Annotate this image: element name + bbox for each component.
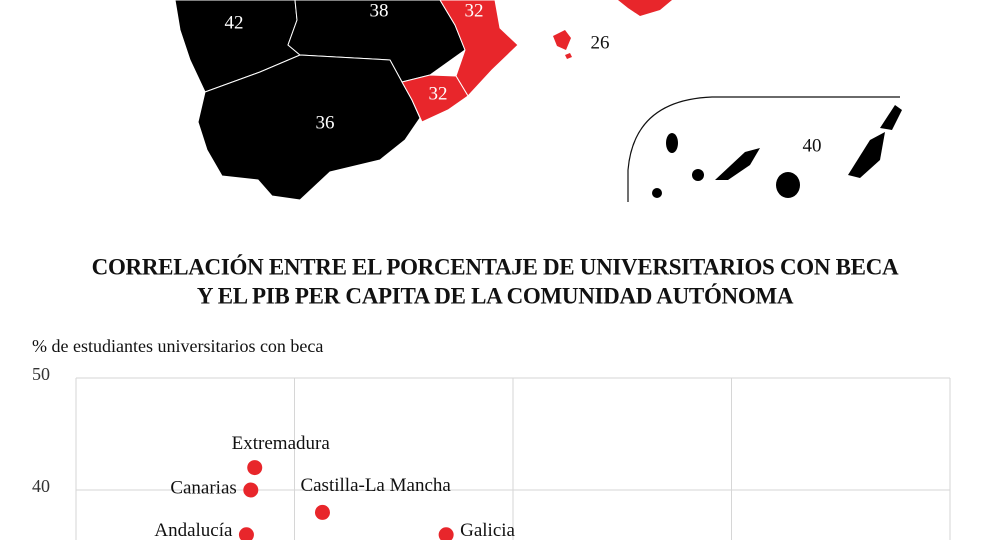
y-tick-label: 40 [32, 476, 50, 496]
data-point [247, 460, 263, 476]
point-label: Andalucía [154, 520, 233, 540]
map-value-label: 40 [803, 135, 822, 156]
data-point [314, 504, 330, 520]
region-andalucia [197, 54, 421, 201]
chart-subtitle: Y EL PIB PER CAPITA DE LA COMUNIDAD AUTÓ… [197, 282, 794, 308]
island [652, 188, 662, 198]
map [174, 0, 902, 202]
point-label: Castilla-La Mancha [300, 475, 451, 496]
map-labels: 42 38 32 26 32 36 40 [225, 0, 822, 156]
island [618, 0, 672, 16]
island [848, 132, 885, 178]
map-value-label: 32 [429, 83, 448, 104]
map-value-label: 26 [591, 32, 610, 53]
data-point [238, 527, 254, 540]
point-label: Extremadura [232, 433, 331, 454]
region-murcia [401, 74, 469, 123]
island [666, 133, 678, 153]
y-tick-label: 50 [32, 364, 50, 384]
y-axis-title: % de estudiantes universitarios con beca [32, 336, 323, 356]
island [692, 169, 704, 181]
canarias-frame [627, 96, 900, 202]
plot: 40 50 Extremadura Canarias Castilla-La Manch… [32, 364, 951, 540]
map-value-label: 32 [465, 0, 484, 21]
region-valencia [439, 0, 519, 97]
map-value-label: 36 [316, 112, 335, 133]
chart-title: CORRELACIÓN ENTRE EL PORCENTAJE DE UNIVE… [92, 253, 899, 279]
point-label: Canarias [170, 477, 236, 498]
island [553, 30, 571, 50]
island [565, 53, 572, 59]
point-label: Galicia [460, 520, 515, 540]
data-point [243, 482, 259, 498]
island [880, 105, 902, 130]
map-value-label: 38 [370, 0, 389, 21]
data-point [438, 527, 454, 540]
island [776, 172, 800, 198]
map-value-label: 42 [225, 12, 244, 33]
island [715, 148, 760, 180]
